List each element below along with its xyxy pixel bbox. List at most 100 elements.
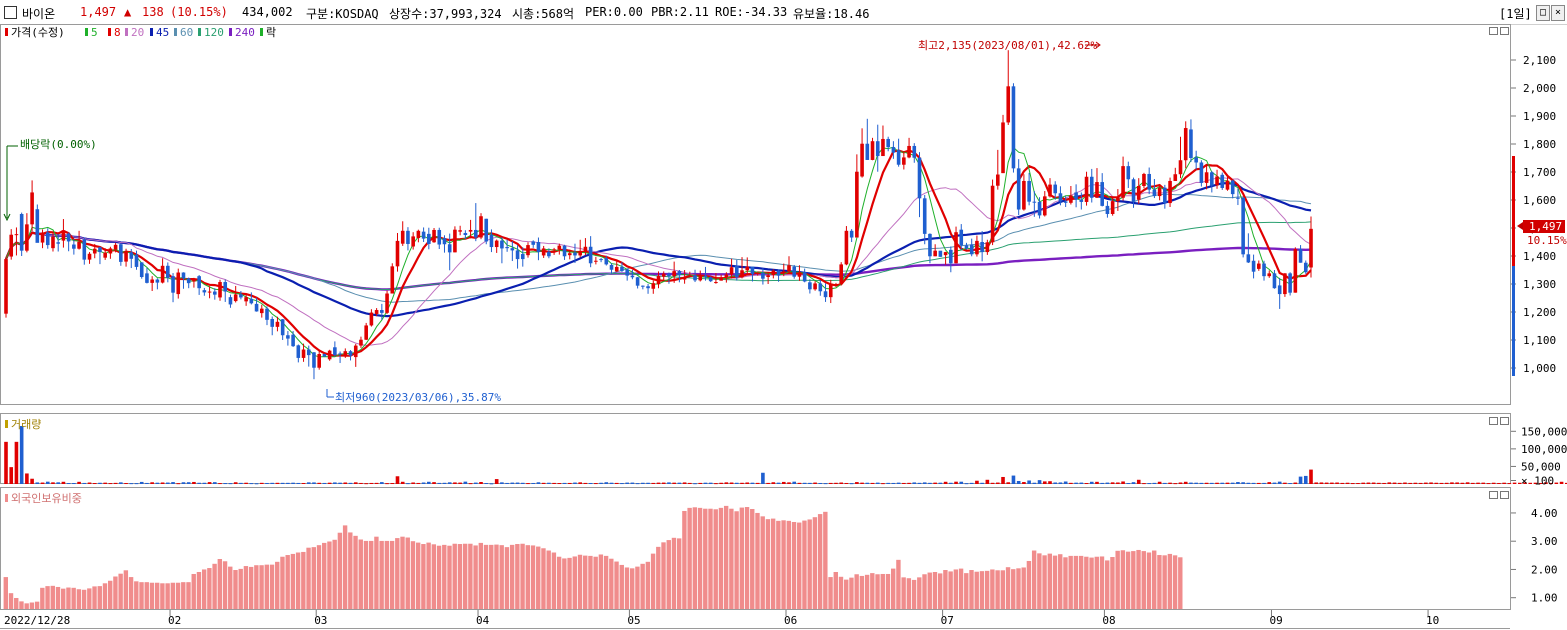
foreign-ratio-bar	[8, 593, 14, 609]
candle-body	[855, 171, 859, 238]
candle-body	[693, 275, 697, 281]
volume-bar	[103, 482, 107, 484]
volume-bar	[1225, 482, 1230, 484]
title-bar: 바이온 1,497 ▲ 138 (10.15%) 434,002 구분:KOSD…	[0, 0, 1567, 25]
volume-bar	[802, 482, 807, 484]
volume-bar	[1340, 482, 1345, 484]
volume-bar	[855, 482, 859, 484]
candle-body	[296, 345, 301, 358]
candle-body	[1303, 262, 1308, 273]
volume-bar	[1069, 482, 1073, 484]
foreign-panel-close-button[interactable]	[1500, 491, 1509, 499]
foreign-ratio-bar	[760, 516, 765, 609]
volume-bar	[442, 482, 447, 484]
candle-body	[1110, 201, 1115, 214]
candle-body	[87, 253, 92, 260]
close-button[interactable]: ×	[1551, 5, 1565, 21]
foreign-ratio-bar	[723, 505, 729, 609]
volume-bar	[1392, 482, 1397, 484]
candle-body	[19, 214, 24, 251]
candle-body	[1016, 168, 1021, 210]
volume-panel-max-button[interactable]	[1489, 417, 1498, 425]
volume-bar	[515, 482, 520, 484]
candle-body	[40, 232, 45, 243]
period-selector[interactable]: [1일]	[1499, 7, 1532, 21]
last-price-box	[1523, 220, 1565, 233]
price-panel-close-button[interactable]	[1500, 27, 1509, 35]
volume-bar	[1387, 482, 1392, 484]
candle-body	[1022, 180, 1026, 210]
volume-bar	[192, 481, 196, 484]
volume-bar	[343, 482, 348, 484]
foreign-ratio-bar	[264, 564, 269, 609]
foreign-ratio-bar	[964, 573, 969, 609]
candle-body	[155, 279, 160, 283]
stock-chart[interactable]: 2,1002,0001,9001,8001,7001,6001,5001,400…	[0, 24, 1567, 630]
price-y-tick-label: 1,800	[1523, 138, 1556, 151]
candle-body	[1220, 174, 1225, 188]
legend-ma5-label: 5	[91, 26, 98, 39]
volume-bar	[594, 483, 598, 485]
volume-bar	[1356, 483, 1360, 485]
volume-bar	[77, 481, 81, 484]
current-price: 1,497	[80, 5, 117, 19]
volume-bar	[828, 482, 833, 484]
candle-body	[1215, 176, 1219, 186]
volume-bar	[1042, 481, 1047, 484]
foreign-ratio-bar	[478, 542, 484, 609]
foreign-panel-max-button[interactable]	[1489, 491, 1498, 499]
last-price-label: 1,497	[1529, 220, 1562, 233]
volume-bar	[969, 482, 974, 484]
candle-body	[907, 145, 911, 158]
foreign-ratio-bar	[353, 535, 358, 609]
volume-bars-layer	[4, 426, 1567, 485]
volume-bar	[14, 441, 19, 484]
foreign-ratio-bar	[384, 540, 390, 609]
candle-body	[902, 157, 906, 165]
market-type: 구분:KOSDAQ	[306, 7, 379, 21]
candle-body	[964, 245, 969, 249]
volume-panel-close-button[interactable]	[1500, 417, 1509, 425]
volume-bar	[25, 473, 29, 484]
candle-body	[500, 240, 504, 249]
x-axis-label: 10	[1426, 614, 1439, 627]
price-y-tick-label: 1,400	[1523, 250, 1556, 263]
foreign-ratio-bar	[666, 540, 671, 609]
foreign-ratio-bar	[426, 542, 431, 609]
candle-body	[761, 272, 765, 279]
price-change-pct: (10.15%)	[170, 5, 228, 19]
volume-bar	[119, 482, 123, 484]
volume-bar	[1481, 482, 1486, 484]
candle-body	[353, 345, 358, 358]
foreign-ratio-bar	[786, 520, 791, 609]
candle-body	[922, 198, 927, 234]
foreign-ratio-bar	[181, 582, 186, 609]
volume-bar	[322, 482, 327, 484]
volume-bar	[223, 483, 228, 485]
volume-bar	[667, 482, 671, 484]
foreign-ratio-bar	[556, 556, 562, 609]
candle-body	[1210, 172, 1214, 186]
volume-bar	[265, 482, 269, 484]
foreign-ratio-bar	[1058, 554, 1063, 609]
price-panel-max-button[interactable]	[1489, 27, 1498, 35]
volume-bar	[823, 483, 828, 485]
candle-body	[374, 310, 379, 314]
candle-body	[458, 230, 462, 232]
candle-body	[453, 229, 457, 253]
candle-body	[1069, 195, 1073, 203]
candle-body	[896, 150, 901, 165]
candle-body	[1293, 249, 1298, 293]
candle-body	[740, 270, 744, 278]
window-checkbox[interactable]	[4, 6, 17, 19]
candle-body	[881, 138, 885, 157]
annotations: 최고2,135(2023/08/01),42.62% 최저960(2023/03…	[3, 39, 1101, 404]
foreign-ratio-bar	[275, 561, 280, 609]
volume-bar	[625, 482, 629, 484]
foreign-panel-title: 외국인보유비중	[11, 492, 82, 505]
volume-bar	[1178, 482, 1183, 484]
candle-body	[265, 308, 269, 320]
candle-body	[228, 297, 233, 305]
restore-button[interactable]: □	[1536, 5, 1550, 21]
volume-bar	[1283, 482, 1287, 484]
